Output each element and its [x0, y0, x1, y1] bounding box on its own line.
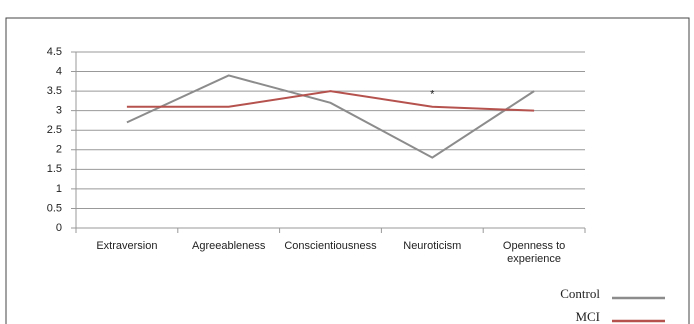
x-tick-label: Neuroticism [403, 240, 462, 252]
y-tick-label: 4.5 [47, 46, 62, 58]
legend-label: MCI [575, 309, 600, 324]
y-tick-label: 0 [56, 222, 62, 234]
y-tick-label: 2 [56, 144, 62, 156]
y-tick-label: 1.5 [47, 163, 62, 175]
x-tick-label: Agreeableness [191, 240, 266, 252]
y-tick-label: 4 [56, 65, 62, 77]
series-line [126, 74, 535, 159]
x-tick-label: Openness to experience [502, 240, 566, 265]
x-tick-label: Conscientiousness [284, 240, 377, 252]
legend-label: Control [560, 286, 600, 301]
y-tick-label: 2.5 [47, 124, 62, 136]
y-tick-label: 0.5 [47, 202, 62, 214]
y-tick-label: 1 [56, 183, 62, 195]
series-line [126, 90, 535, 112]
chart-frame [5, 17, 690, 324]
y-tick-label: 3 [56, 105, 62, 117]
annotation: * [430, 89, 435, 101]
y-tick-label: 3.5 [47, 85, 62, 97]
x-tick-label: Extraversion [96, 240, 158, 252]
